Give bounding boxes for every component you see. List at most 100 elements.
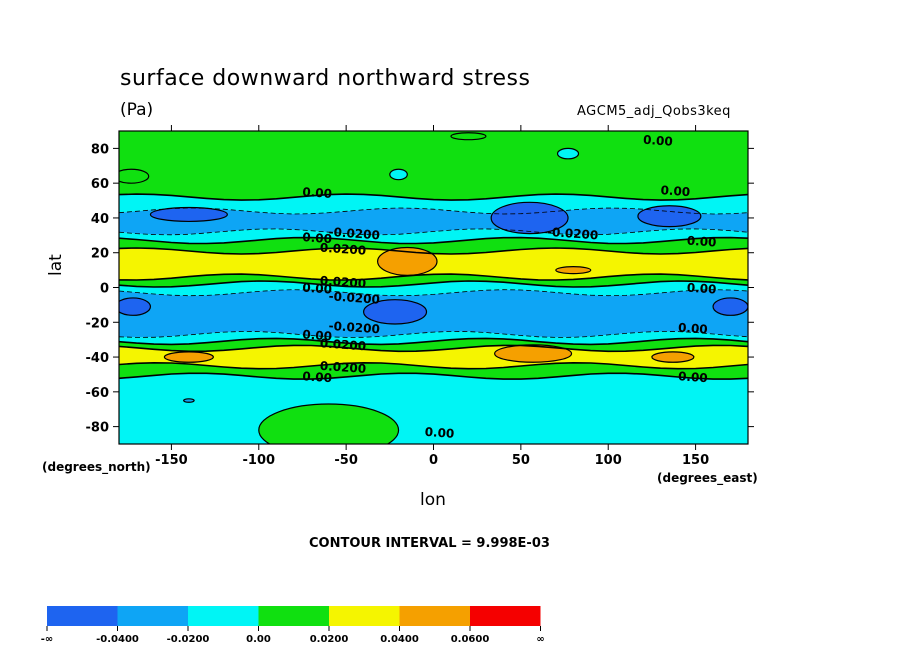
colorbar-label: 0.00 (246, 634, 271, 645)
contour-label: 0.00 (678, 321, 709, 337)
colorbar-label: ∞ (536, 634, 544, 645)
contour-lines (119, 193, 748, 380)
contour-line-2 (119, 228, 748, 236)
colorbar-label: 0.0200 (310, 634, 349, 645)
contour-cell-8 (555, 266, 592, 275)
contour-cell-14 (651, 351, 695, 363)
contour-label: -0.0200 (328, 225, 380, 243)
colorbar-label: -∞ (41, 634, 53, 645)
contour-cell-12 (163, 351, 214, 363)
contour-cell-6 (637, 205, 702, 228)
contour-cell-2 (389, 168, 408, 181)
x-tick-label: -50 (334, 453, 358, 468)
colorbar-label: -0.0400 (96, 634, 139, 645)
contour-band-7 (119, 281, 748, 296)
contour-label: 0.0200 (319, 359, 366, 376)
contour-cell-9 (119, 297, 152, 316)
contour-label: 0.0200 (319, 336, 366, 353)
contour-line-9 (119, 337, 748, 346)
contour-label: 0.00 (686, 281, 717, 297)
contour-band-2 (119, 208, 748, 235)
contour-line-10 (119, 344, 748, 353)
y-tick-label: -40 (86, 351, 110, 366)
contour-label: 0.00 (678, 369, 709, 385)
contour-line-0 (119, 193, 748, 201)
x-units-label: (degrees_east) (657, 471, 758, 485)
contour-label: 0.00 (302, 185, 333, 201)
colorbar-swatch (470, 606, 541, 626)
contour-cell-11 (712, 297, 748, 316)
colorbar-swatch (117, 606, 188, 626)
x-axis-label: lon (420, 490, 446, 510)
contour-band-8 (119, 289, 748, 338)
contour-line-4 (119, 247, 748, 255)
y-tick-label: -60 (86, 386, 110, 401)
x-tick-label: -100 (243, 453, 276, 468)
contour-cell-3 (119, 168, 150, 184)
colorbar: -∞ -0.0400 -0.0200 0.00 0.0200 0.0400 0.0600 ∞ (41, 606, 545, 645)
x-tick-label: 150 (682, 453, 709, 468)
contour-line-8 (119, 331, 748, 338)
contour-line-7 (119, 289, 748, 297)
contour-band-0 (119, 131, 748, 201)
colorbar-swatch (188, 606, 259, 626)
contour-label: 0.00 (643, 133, 674, 149)
contour-label: 0.00 (302, 327, 333, 343)
contour-label: -0.0200 (328, 319, 380, 337)
y-tick-label: 40 (91, 212, 109, 227)
colorbar-label: -0.0200 (167, 634, 210, 645)
contour-fills (119, 131, 748, 444)
contour-band-10 (119, 338, 748, 352)
colorbar-swatch (258, 606, 329, 626)
x-tick-label: 0 (429, 453, 438, 468)
contour-line-5 (119, 273, 748, 281)
contour-label: 0.00 (302, 369, 333, 385)
y-units-label: (degrees_north) (42, 460, 151, 474)
contour-label: 0.00 (660, 183, 691, 199)
colorbar-swatch (329, 606, 400, 626)
contour-line-11 (119, 361, 748, 370)
dataset-label: AGCM5_adj_Qobs3keq (577, 104, 731, 119)
contour-labels: 0.00-0.02000.000.02000.02000.00-0.0200-0… (302, 133, 717, 441)
contour-band-12 (119, 362, 748, 380)
contour-label: -0.0200 (547, 225, 599, 243)
contour-cell-10 (363, 299, 428, 325)
units-label: (Pa) (120, 100, 154, 120)
contour-label: 0.00 (424, 425, 455, 441)
colorbar-label: 0.0400 (380, 634, 419, 645)
contour-label: 0.00 (302, 281, 333, 297)
y-tick-label: -20 (86, 316, 110, 331)
contour-band-9 (119, 331, 748, 345)
contour-label: 0.00 (686, 234, 717, 250)
contour-line-3 (119, 236, 748, 245)
contour-label: 0.0200 (319, 241, 366, 258)
colorbar-swatch (399, 606, 470, 626)
contour-cell-15 (183, 398, 195, 403)
contour-line-12 (119, 372, 748, 380)
y-tick-label: 0 (100, 282, 109, 297)
contour-interval-label: CONTOUR INTERVAL = 9.998E-03 (309, 536, 550, 551)
contour-cell-16 (258, 403, 400, 444)
y-tick-label: 80 (91, 142, 109, 157)
contour-cell-5 (490, 201, 569, 235)
contour-band-6 (119, 274, 748, 287)
colorbar-swatch (47, 606, 118, 626)
y-tick-label: -80 (86, 421, 110, 436)
chart-title: surface downward northward stress (120, 66, 531, 91)
contour-line-1 (119, 207, 748, 215)
x-tick-label: -150 (155, 453, 188, 468)
x-tick-label: 50 (512, 453, 530, 468)
contour-label: 0.0200 (319, 274, 366, 291)
axes: -150 -100 -50 0 50 100 150 -80 -60 -40 -20 0 20 40 60 8… (86, 125, 754, 468)
contour-label: -0.0200 (328, 289, 380, 307)
contour-cell-0 (450, 132, 487, 141)
contour-line-6 (119, 280, 748, 288)
y-tick-label: 20 (91, 247, 109, 262)
contour-cell-4 (149, 206, 228, 223)
y-tick-label: 60 (91, 177, 109, 192)
contour-band-4 (119, 237, 748, 254)
colorbar-label: 0.0600 (451, 634, 490, 645)
contour-label: 0.00 (302, 230, 333, 246)
contour-band-3 (119, 228, 748, 244)
